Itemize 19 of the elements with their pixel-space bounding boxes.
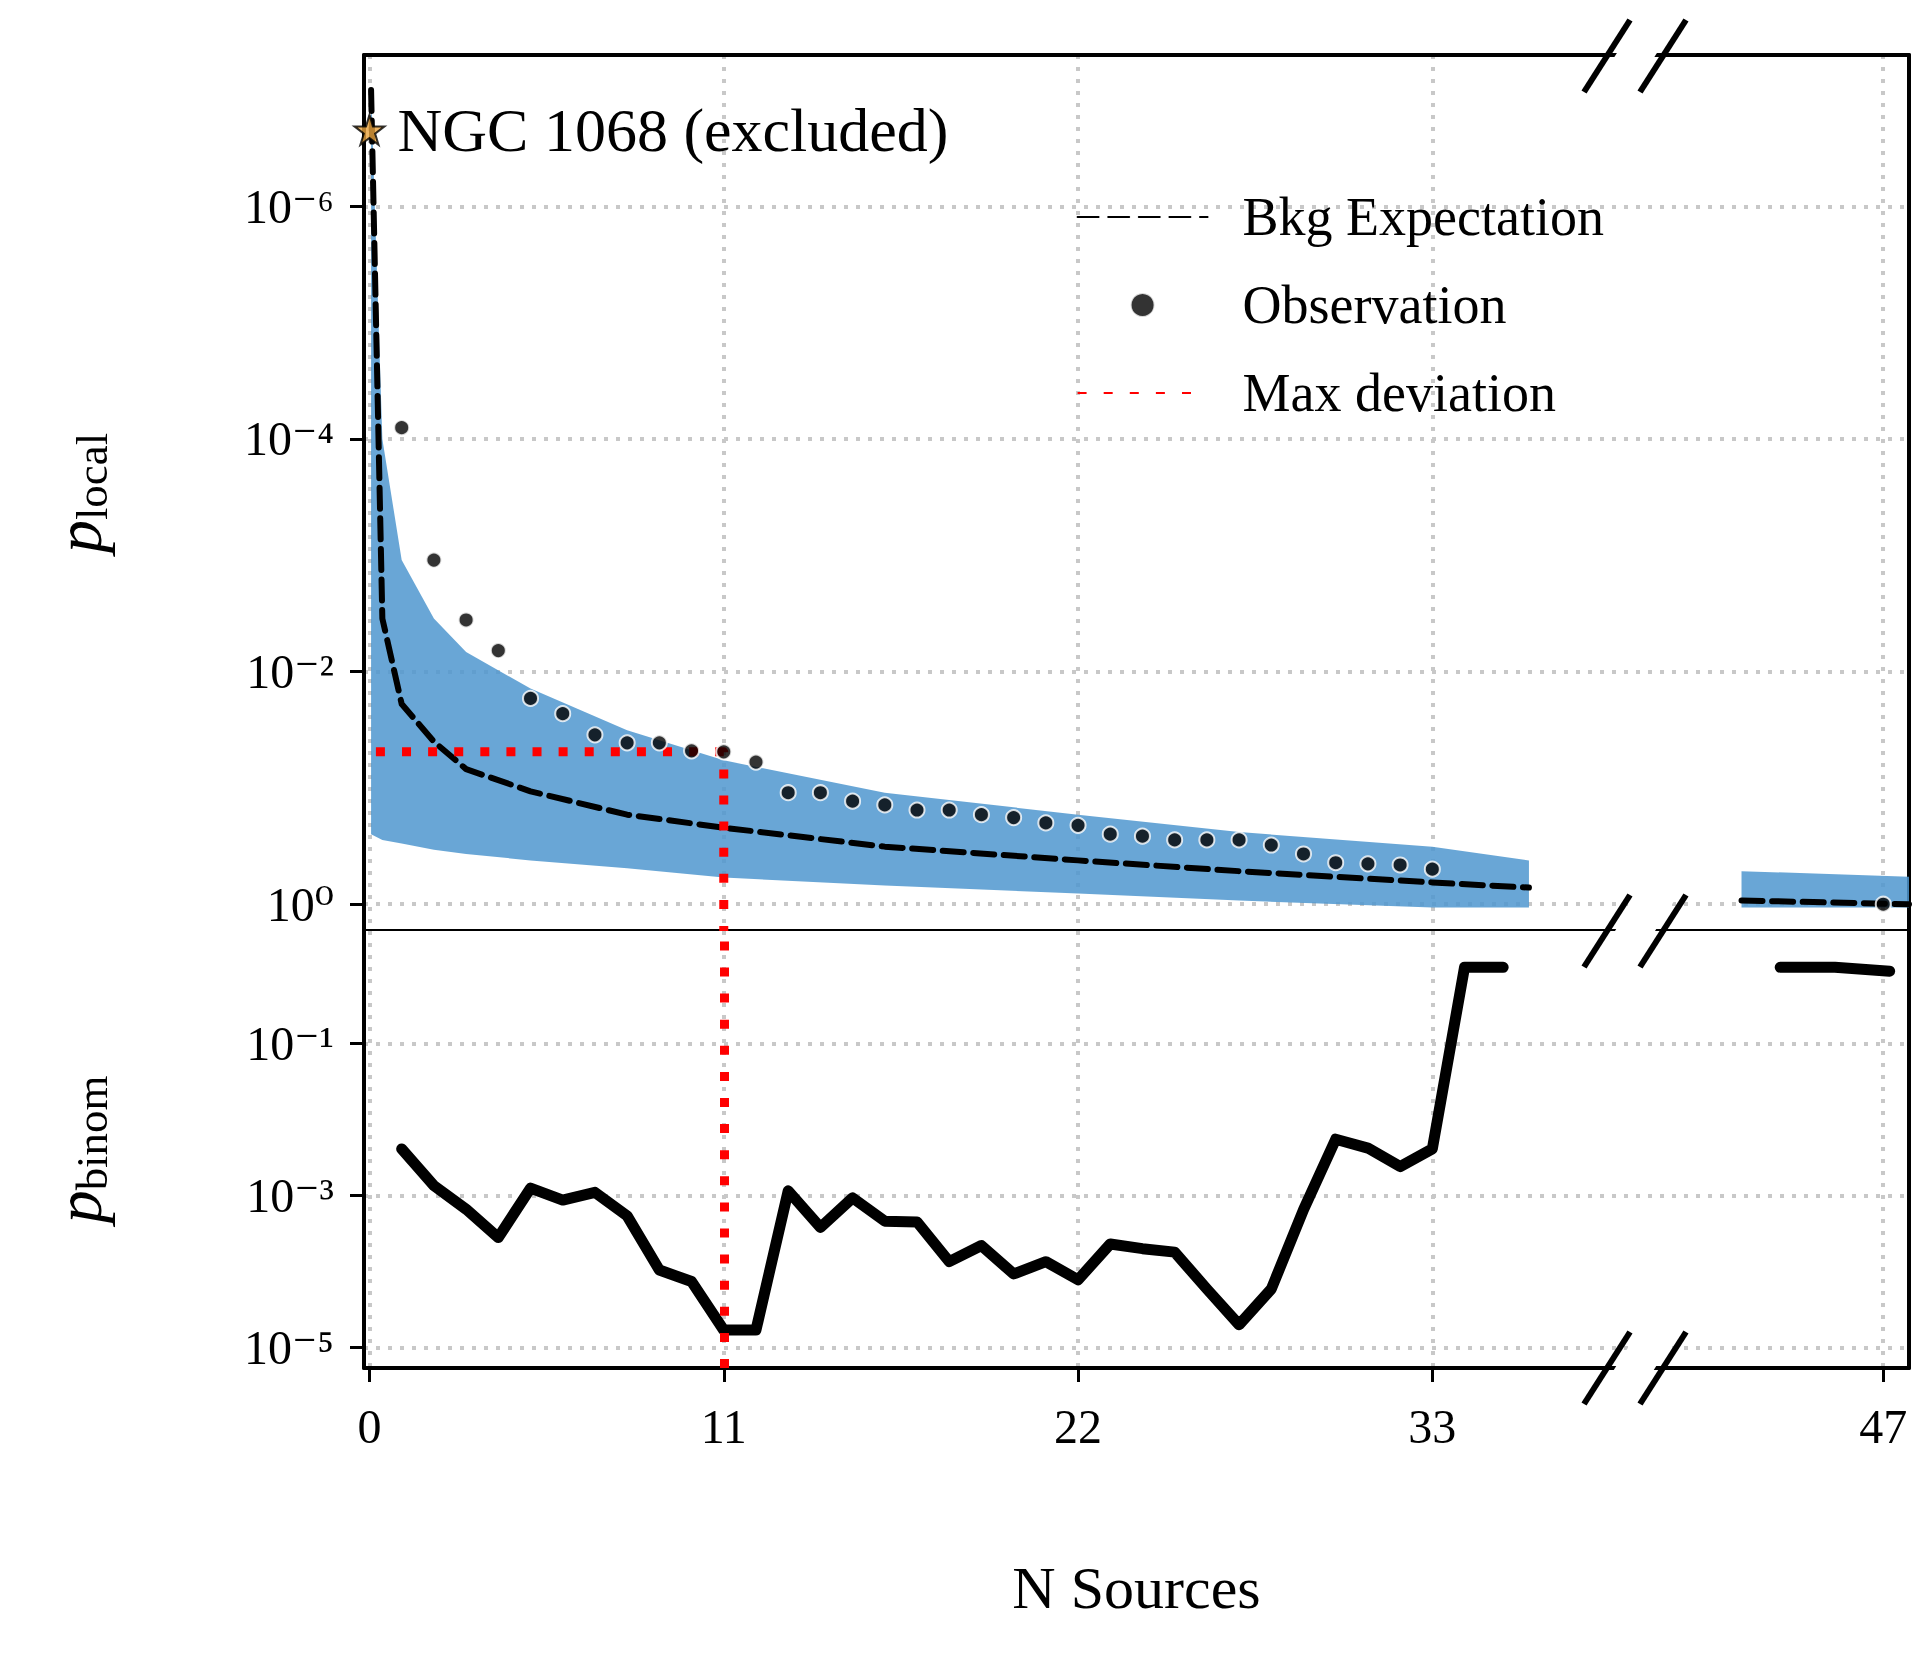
- x-tick-label: 22: [1054, 1399, 1103, 1453]
- annotation: NGC 1068 (excluded): [397, 95, 949, 165]
- legend-label: Bkg Expectation: [1242, 187, 1605, 247]
- x-tick-label: 33: [1408, 1399, 1457, 1453]
- y-tick-label: 10⁻⁶: [243, 179, 334, 233]
- y-axis-title: plocal: [41, 432, 117, 558]
- x-tick-label: 0: [357, 1399, 382, 1453]
- y-tick-label: 10⁻⁵: [243, 1321, 334, 1375]
- x-tick-label: 11: [700, 1399, 747, 1453]
- x-tick-label: 47: [1859, 1399, 1908, 1453]
- x-axis-title: N Sources: [1012, 1555, 1261, 1621]
- y-tick-label: 10⁰: [266, 877, 334, 931]
- y-tick-label: 10⁻²: [246, 645, 334, 699]
- legend-label: Max deviation: [1242, 363, 1557, 423]
- y-axis-title: pbinom: [41, 1075, 117, 1228]
- y-tick-label: 10⁻³: [246, 1169, 334, 1222]
- y-tick-label: 10⁻¹: [246, 1016, 334, 1070]
- legend-label: Observation: [1242, 275, 1507, 335]
- y-tick-label: 10⁻⁴: [243, 412, 334, 466]
